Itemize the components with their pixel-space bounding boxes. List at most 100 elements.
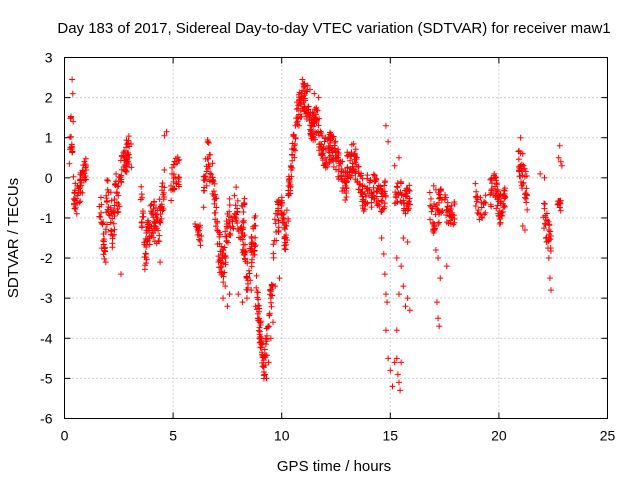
data-point <box>400 200 407 207</box>
data-point <box>174 154 181 161</box>
data-point <box>402 192 409 199</box>
data-point <box>355 169 362 176</box>
data-point <box>293 119 300 126</box>
data-point <box>543 210 550 217</box>
data-point <box>156 232 163 239</box>
data-point <box>268 281 275 288</box>
data-point <box>101 255 108 262</box>
data-point <box>124 150 131 157</box>
data-point <box>105 208 112 215</box>
y-tick-label: -6 <box>40 411 53 427</box>
data-point <box>243 273 250 280</box>
data-point <box>447 217 454 224</box>
data-point <box>435 189 442 196</box>
data-point <box>264 324 271 331</box>
data-point <box>115 178 122 185</box>
data-point <box>404 239 411 246</box>
data-point <box>432 211 439 218</box>
data-point <box>305 103 312 110</box>
data-point <box>380 205 387 212</box>
data-point <box>125 133 132 140</box>
data-point <box>239 218 246 225</box>
data-point <box>227 232 234 239</box>
data-point <box>359 183 366 190</box>
data-point <box>521 173 528 180</box>
data-point <box>242 248 249 255</box>
data-point <box>115 192 122 199</box>
data-point <box>473 194 480 201</box>
data-point <box>342 196 349 203</box>
data-point <box>472 203 479 210</box>
data-point <box>150 199 157 206</box>
data-point <box>109 235 116 242</box>
data-point <box>430 182 437 189</box>
data-point <box>481 211 488 218</box>
data-point <box>157 259 164 266</box>
data-point <box>275 199 282 206</box>
data-point <box>216 229 223 236</box>
data-point <box>214 228 221 235</box>
data-point <box>143 250 150 257</box>
data-point <box>335 157 342 164</box>
data-point <box>547 244 554 251</box>
data-point <box>400 283 407 290</box>
data-point <box>100 251 107 258</box>
data-point <box>197 242 204 249</box>
x-tick-label: 10 <box>274 428 290 444</box>
data-point <box>544 216 551 223</box>
data-point <box>523 199 530 206</box>
data-point <box>142 250 149 257</box>
data-point <box>499 212 506 219</box>
data-point <box>293 99 300 106</box>
data-point <box>147 202 154 209</box>
data-point <box>215 253 222 260</box>
data-point <box>213 204 220 211</box>
data-point <box>275 217 282 224</box>
data-point <box>110 220 117 227</box>
data-point <box>356 186 363 193</box>
data-point <box>196 236 203 243</box>
data-point <box>99 220 106 227</box>
data-point <box>315 122 322 129</box>
data-point <box>292 122 299 129</box>
data-point <box>208 171 215 178</box>
data-point <box>176 174 183 181</box>
data-point <box>372 178 379 185</box>
data-point <box>102 259 109 266</box>
data-point <box>501 193 508 200</box>
x-axis-label: GPS time / hours <box>277 458 391 475</box>
y-tick-label: 3 <box>45 50 53 66</box>
data-point <box>362 199 369 206</box>
data-point <box>267 335 274 342</box>
data-point <box>427 202 434 209</box>
data-point <box>74 183 81 190</box>
data-point <box>113 199 120 206</box>
data-point <box>546 275 553 282</box>
data-point <box>73 210 80 217</box>
data-point <box>111 202 118 209</box>
data-point <box>312 136 319 143</box>
data-point <box>125 151 132 158</box>
data-point <box>82 155 89 162</box>
data-point <box>229 223 236 230</box>
data-point <box>138 224 145 231</box>
data-point <box>222 252 229 259</box>
data-point <box>382 291 389 298</box>
data-point <box>168 187 175 194</box>
data-point <box>206 151 213 158</box>
data-point <box>121 148 128 155</box>
data-point <box>540 200 547 207</box>
data-point <box>494 202 501 209</box>
data-point <box>368 199 375 206</box>
data-point <box>258 335 265 342</box>
data-point <box>252 222 259 229</box>
data-point <box>201 177 208 184</box>
data-point <box>272 283 279 290</box>
data-point <box>212 209 219 216</box>
data-point <box>268 292 275 299</box>
data-point <box>245 267 252 274</box>
data-point <box>308 130 315 137</box>
data-point <box>126 154 133 161</box>
data-point <box>392 199 399 206</box>
data-point <box>482 192 489 199</box>
